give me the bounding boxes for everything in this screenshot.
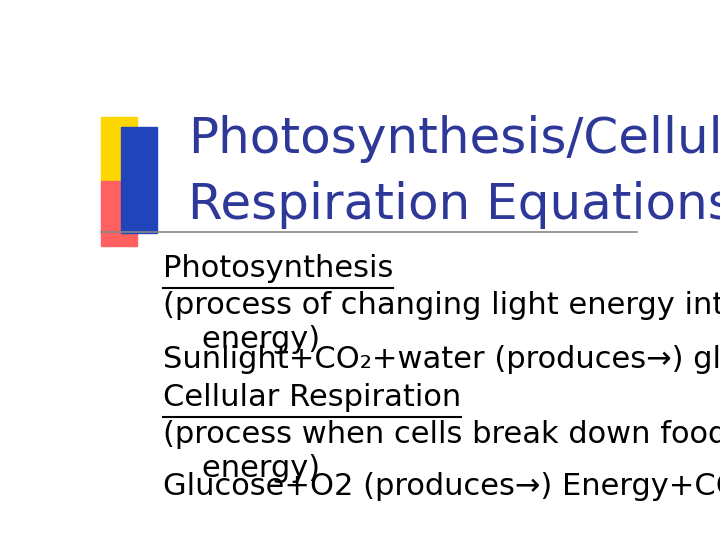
Text: Respiration Equations: Respiration Equations bbox=[188, 181, 720, 229]
Text: Photosynthesis/Cellular: Photosynthesis/Cellular bbox=[188, 114, 720, 163]
Text: Photosynthesis: Photosynthesis bbox=[163, 254, 393, 283]
Text: Glucose+O2 (produces→) Energy+CO2+water: Glucose+O2 (produces→) Energy+CO2+water bbox=[163, 472, 720, 501]
Text: Cellular Respiration: Cellular Respiration bbox=[163, 383, 461, 412]
Text: Sunlight+CO₂+water (produces→) glucose+O₂: Sunlight+CO₂+water (produces→) glucose+O… bbox=[163, 346, 720, 374]
Bar bbox=[101, 117, 138, 181]
Text: (process when cells break down food to get
    energy): (process when cells break down food to g… bbox=[163, 420, 720, 483]
Bar bbox=[121, 127, 157, 233]
Bar bbox=[101, 181, 138, 246]
Text: (process of changing light energy into chemical
    energy): (process of changing light energy into c… bbox=[163, 292, 720, 354]
